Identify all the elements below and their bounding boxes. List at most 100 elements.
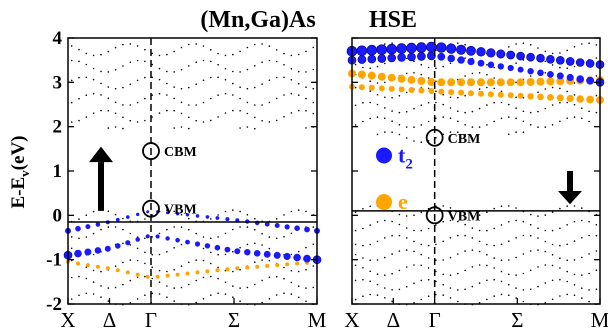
t2-projection-point bbox=[477, 59, 485, 67]
band-point bbox=[188, 104, 190, 106]
band-point bbox=[566, 49, 568, 52]
k-point-label: Σ bbox=[228, 308, 240, 332]
band-point bbox=[500, 280, 503, 283]
band-point bbox=[522, 253, 525, 255]
band-point bbox=[100, 82, 102, 85]
band-point bbox=[420, 229, 423, 232]
band-point bbox=[70, 45, 73, 47]
band-point bbox=[376, 221, 379, 223]
band-point bbox=[369, 259, 372, 262]
band-point bbox=[573, 82, 576, 84]
band-point bbox=[232, 53, 234, 56]
t2-projection-point bbox=[294, 225, 300, 231]
band-point bbox=[581, 297, 583, 299]
band-point bbox=[85, 94, 88, 96]
band-point bbox=[471, 266, 474, 268]
e-projection-point bbox=[536, 77, 545, 86]
t2-projection-point bbox=[387, 53, 397, 63]
band-point bbox=[312, 112, 315, 115]
band-point bbox=[435, 117, 437, 120]
band-point bbox=[305, 210, 307, 213]
band-point bbox=[420, 243, 423, 246]
band-point bbox=[107, 300, 110, 302]
band-point bbox=[515, 207, 517, 209]
band-point bbox=[581, 117, 583, 120]
band-point bbox=[449, 62, 452, 65]
band-point bbox=[559, 227, 561, 230]
band-point bbox=[166, 270, 168, 273]
band-point bbox=[551, 298, 554, 301]
band-point bbox=[376, 273, 379, 276]
t2-projection-point bbox=[487, 61, 495, 69]
band-point bbox=[522, 131, 525, 133]
band-point bbox=[297, 94, 300, 96]
band-point bbox=[239, 300, 241, 303]
band-point bbox=[588, 300, 590, 303]
band-point bbox=[136, 45, 139, 47]
t2-projection-point bbox=[366, 44, 378, 56]
t2-projection-point bbox=[457, 56, 465, 64]
band-point bbox=[529, 75, 532, 77]
band-point bbox=[297, 70, 300, 73]
band-point bbox=[544, 72, 547, 74]
band-point bbox=[210, 97, 212, 100]
band-point bbox=[588, 120, 590, 123]
band-point bbox=[297, 296, 300, 299]
band-point bbox=[261, 104, 263, 106]
band-point bbox=[232, 70, 234, 73]
band-point bbox=[384, 256, 386, 259]
band-point bbox=[493, 227, 496, 230]
e-projection-point bbox=[357, 70, 366, 79]
band-point bbox=[275, 218, 278, 220]
band-point bbox=[471, 215, 474, 217]
k-point-label: M bbox=[591, 308, 608, 332]
band-point bbox=[166, 285, 168, 287]
band-point bbox=[537, 126, 539, 128]
e-projection-point bbox=[397, 74, 406, 83]
band-point bbox=[312, 243, 315, 246]
band-point bbox=[427, 77, 430, 79]
band-point bbox=[464, 111, 466, 114]
band-point bbox=[92, 54, 95, 57]
band-point bbox=[210, 218, 212, 220]
band-point bbox=[464, 133, 466, 136]
e-projection-point bbox=[527, 93, 534, 100]
band-point bbox=[202, 298, 205, 300]
t2-projection-point bbox=[456, 44, 467, 55]
band-point bbox=[283, 94, 285, 96]
t2-projection-point bbox=[214, 244, 221, 251]
band-point bbox=[290, 54, 293, 57]
band-point bbox=[354, 211, 357, 214]
band-point bbox=[114, 265, 117, 268]
band-point bbox=[581, 207, 583, 209]
e-projection-point bbox=[215, 268, 220, 273]
band-point bbox=[515, 256, 517, 259]
band-point bbox=[493, 120, 496, 123]
vbm-marker bbox=[425, 206, 444, 225]
band-point bbox=[151, 63, 153, 66]
band-point bbox=[544, 107, 547, 110]
band-point bbox=[573, 65, 576, 68]
band-point bbox=[464, 223, 466, 226]
band-point bbox=[173, 210, 175, 213]
band-point bbox=[376, 133, 379, 136]
e-projection-point bbox=[155, 274, 160, 279]
band-point bbox=[195, 104, 197, 106]
band-point bbox=[405, 285, 408, 288]
t2-projection-point bbox=[555, 55, 565, 65]
band-point bbox=[362, 267, 364, 269]
band-point bbox=[180, 87, 183, 90]
band-point bbox=[173, 226, 175, 228]
t2-projection-point bbox=[303, 254, 311, 263]
t2-projection-point bbox=[565, 57, 575, 66]
band-point bbox=[122, 127, 124, 130]
band-point bbox=[427, 87, 430, 90]
t2-projection-point bbox=[575, 58, 585, 67]
band-point bbox=[114, 112, 117, 115]
band-point bbox=[391, 220, 393, 223]
band-point bbox=[551, 229, 554, 232]
band-point bbox=[290, 79, 293, 81]
band-point bbox=[449, 256, 452, 259]
band-point bbox=[442, 93, 445, 96]
band-point bbox=[420, 211, 423, 214]
